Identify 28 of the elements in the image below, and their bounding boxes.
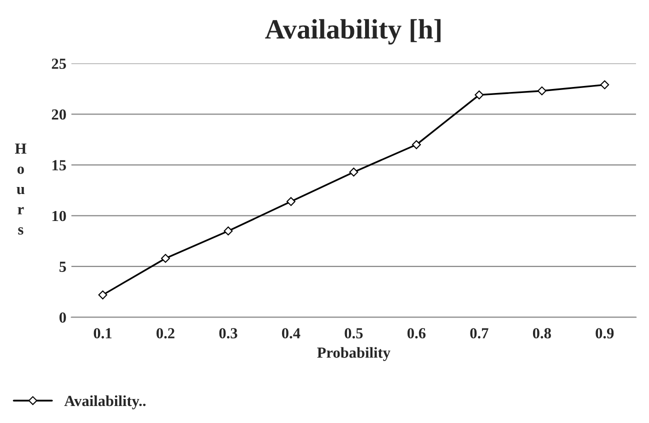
x-tick-label: 0.2 bbox=[156, 328, 174, 338]
x-tick-label: 0.5 bbox=[344, 328, 363, 338]
point bbox=[161, 254, 170, 263]
x-tick-label: 0.7 bbox=[470, 328, 488, 338]
x-tick-label: 0.1 bbox=[94, 328, 112, 338]
point bbox=[224, 226, 233, 236]
y-tick-label: 10 bbox=[52, 210, 66, 222]
y-tick-label: 15 bbox=[52, 160, 66, 170]
x-tick-label: 0.6 bbox=[407, 328, 426, 338]
y-tick-label: 25 bbox=[52, 58, 66, 69]
point bbox=[98, 290, 108, 300]
x-axis-title: Probability bbox=[317, 347, 390, 361]
x-tick-label: 0.3 bbox=[219, 328, 238, 338]
legend-label: Availability.. bbox=[64, 395, 146, 410]
point bbox=[474, 90, 484, 100]
y-axis-title: Hours bbox=[15, 144, 26, 235]
x-tick-label: 0.4 bbox=[282, 328, 300, 338]
y-tick-label: 20 bbox=[52, 109, 66, 120]
y-tick-label: 5 bbox=[60, 262, 66, 272]
point bbox=[349, 168, 358, 177]
point bbox=[537, 86, 546, 96]
point bbox=[286, 197, 296, 206]
point bbox=[412, 140, 421, 150]
y-tick-label: 0 bbox=[59, 312, 66, 323]
x-tick-label: 0.8 bbox=[532, 328, 551, 338]
x-tick-label: 0.9 bbox=[596, 328, 614, 338]
point bbox=[600, 80, 610, 90]
chart-title: Availability [h] bbox=[265, 19, 441, 44]
